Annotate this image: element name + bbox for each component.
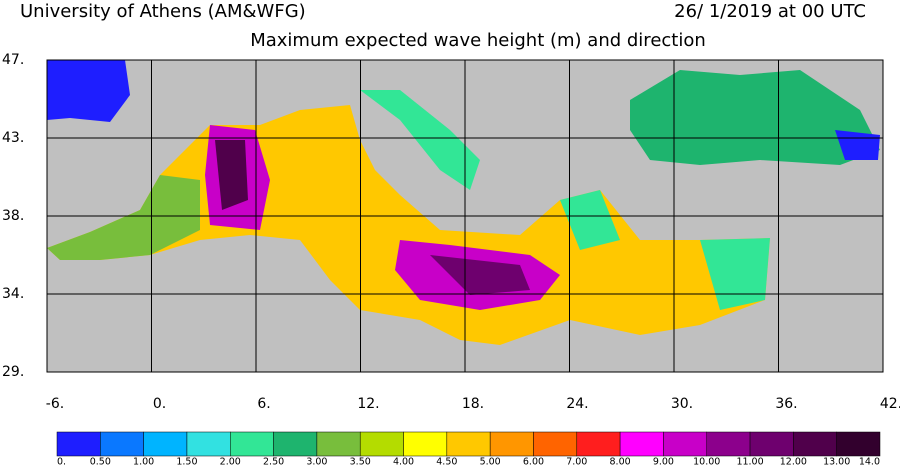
sea (47, 175, 200, 260)
lon-label: 18. (462, 396, 484, 412)
colorbar-swatch (316, 431, 361, 457)
sea (360, 90, 480, 190)
lon-label: 12. (357, 396, 379, 412)
colorbar-label: 10.00 (693, 457, 720, 467)
colorbar-label: 3.00 (306, 457, 327, 467)
sea (700, 238, 770, 310)
sea (430, 255, 530, 295)
colorbar-label: 1.50 (176, 457, 197, 467)
colorbar-label: 4.50 (436, 457, 457, 467)
lon-label: 6. (257, 396, 270, 412)
lat-label: 38. (2, 208, 24, 224)
colorbar-swatch (273, 431, 318, 457)
lat-label: 34. (2, 286, 24, 302)
colorbar-label: 9.00 (653, 457, 674, 467)
colorbar-swatch (663, 431, 707, 457)
colorbar-swatch (359, 431, 404, 457)
colorbar-swatch (143, 431, 188, 457)
colorbar-label: 1.00 (133, 457, 154, 467)
colorbar-label: 7.00 (566, 457, 587, 467)
colorbar-swatch (793, 431, 837, 457)
sea (560, 190, 620, 250)
institution: University of Athens (AM&WFG) (20, 1, 306, 22)
colorbar-label: 6.00 (523, 457, 544, 467)
colorbar-swatch (533, 431, 578, 457)
sea (630, 70, 880, 165)
map-title: Maximum expected wave height (m) and dir… (250, 30, 706, 51)
lon-label: 42. (880, 396, 900, 412)
colorbar-swatch (619, 431, 664, 457)
colorbar-swatch (446, 431, 491, 457)
colorbar-swatch (100, 431, 144, 457)
colorbar-swatch (56, 431, 101, 457)
sea (215, 140, 248, 210)
lon-label: 30. (671, 396, 693, 412)
colorbar-swatch (836, 431, 881, 457)
lat-label: 47. (2, 52, 24, 68)
colorbar-label: 11.00 (736, 457, 763, 467)
colorbar-swatch (749, 431, 794, 457)
colorbar-swatch (489, 431, 534, 457)
colorbar-label: 12.00 (780, 457, 807, 467)
colorbar-swatch (186, 431, 231, 457)
lat-label: 43. (2, 130, 24, 146)
colorbar-label: 0.50 (90, 457, 111, 467)
lat-label: 29. (2, 364, 24, 380)
colorbar-label: 3.50 (350, 457, 371, 467)
colorbar-swatch (576, 431, 621, 457)
colorbar-label: 2.00 (220, 457, 241, 467)
lon-label: 0. (153, 396, 166, 412)
date: 26/ 1/2019 at 00 UTC (674, 1, 866, 22)
map-frame (46, 59, 884, 373)
colorbar-label: 8.00 (610, 457, 631, 467)
colorbar-swatch (230, 431, 274, 457)
colorbar-label: 5.00 (480, 457, 501, 467)
lon-label: -6. (46, 396, 64, 412)
colorbar-swatch (706, 431, 751, 457)
colorbar-label: 4.00 (393, 457, 414, 467)
colorbar-swatch (403, 431, 448, 457)
lon-label: 36. (775, 396, 797, 412)
lon-label: 24. (566, 396, 588, 412)
colorbar-label: 0. (57, 457, 66, 467)
colorbar-label: 13.00 (823, 457, 850, 467)
colorbar-label: 14.0 (859, 457, 880, 467)
graticule: 47. 43. 38. 34. 29. -6. 0. 6. 12. 18. 24. 30. 36. 42. (2, 52, 900, 412)
sea (47, 60, 130, 122)
colorbar-label: 2.50 (263, 457, 284, 467)
colorbar: 0. 0.50 1.00 1.50 2.00 2.50 3.00 3.50 4.00 4.50 5.… (56, 431, 881, 467)
